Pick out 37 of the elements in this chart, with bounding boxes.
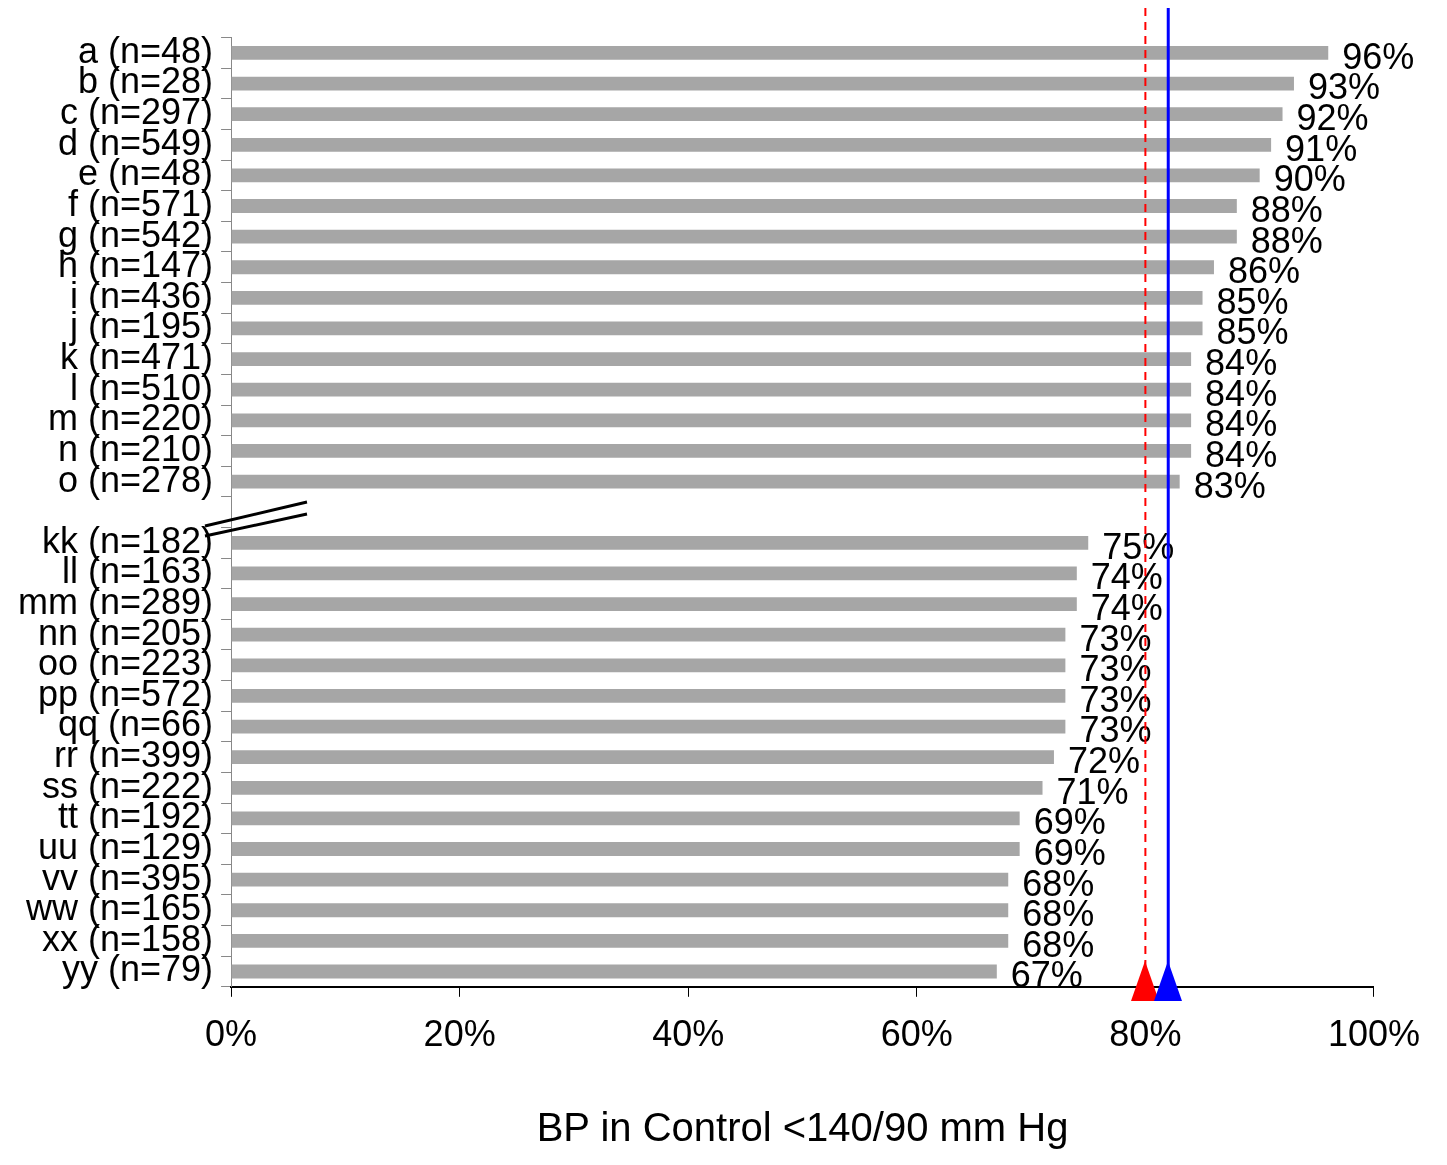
bar <box>231 750 1054 765</box>
bar <box>231 321 1203 336</box>
bar <box>231 933 1009 948</box>
bar <box>231 474 1180 489</box>
x-tick-label: 40% <box>652 1013 725 1055</box>
bar <box>231 566 1077 581</box>
bar <box>231 627 1066 642</box>
bar <box>231 842 1020 856</box>
x-axis-title: BP in Control <140/90 mm Hg <box>536 1105 1069 1150</box>
bar <box>231 903 1009 918</box>
bar <box>231 382 1192 397</box>
bar <box>231 199 1237 213</box>
bar <box>231 46 1329 60</box>
bar <box>231 535 1089 550</box>
bar <box>231 719 1066 734</box>
x-tick-label: 80% <box>1109 1013 1182 1055</box>
bar <box>231 689 1066 703</box>
bar <box>231 597 1077 611</box>
bar <box>231 229 1237 244</box>
bar <box>231 107 1283 122</box>
bar <box>231 290 1203 305</box>
bar <box>231 137 1272 152</box>
bar <box>231 260 1214 275</box>
bar <box>231 168 1260 183</box>
bar <box>231 444 1192 458</box>
bar <box>231 811 1020 826</box>
bar <box>231 872 1009 887</box>
x-tick-label: 60% <box>880 1013 953 1055</box>
bar <box>231 780 1043 795</box>
bar <box>231 76 1294 91</box>
x-tick-label: 0% <box>205 1013 258 1055</box>
bar <box>231 964 997 979</box>
x-tick-label: 20% <box>423 1013 496 1055</box>
bar <box>231 658 1066 673</box>
bar <box>231 352 1192 366</box>
bar <box>231 413 1192 428</box>
x-tick-label: 100% <box>1327 1013 1420 1055</box>
